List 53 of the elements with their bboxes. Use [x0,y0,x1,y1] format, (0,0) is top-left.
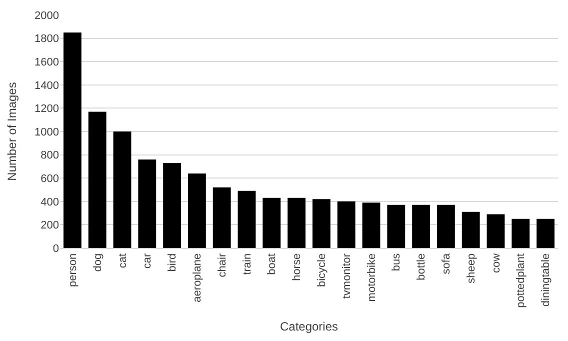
x-tick-label: sofa [440,252,453,274]
bar [337,201,356,248]
bar [486,214,505,248]
bar [262,198,281,248]
x-tick-label: chair [216,253,228,278]
bar [163,162,182,248]
y-tick-label: 600 [40,172,59,185]
x-tick-label: bottle [416,253,428,280]
x-tick-label: tvmonitor [340,253,353,299]
bar [238,190,256,248]
x-tick-label: diningtable [540,253,552,307]
y-axis-title: Number of Images [4,82,19,181]
bar [312,199,330,248]
bar [113,132,132,248]
x-tick-label: bus [390,252,403,272]
x-tick-label: horse [291,253,304,281]
y-tick-label: 200 [40,220,59,232]
bar [138,159,156,248]
bar [536,218,555,248]
x-tick-label: bicycle [316,253,328,288]
bar [63,32,82,248]
bar [188,173,206,248]
bar [412,204,430,248]
x-tick-label: cat [116,253,129,268]
bar [462,212,480,248]
bar [387,204,406,248]
x-axis-title: Categories [280,320,338,334]
bar [212,187,231,248]
bar [288,198,306,248]
x-tick-label: car [142,253,154,269]
bar [362,202,380,248]
bar [512,218,530,248]
y-tick-label: 400 [40,196,59,208]
y-tick-label: 2000 [34,10,59,22]
x-tick-label: boat [266,253,278,275]
x-tick-label: cow [490,253,502,273]
x-tick-label: aeroplane [192,253,204,302]
x-tick-label: sheep [465,253,478,284]
x-tick-label: bird [166,253,179,272]
x-tick-label: person [67,253,80,288]
x-tick-label: dog [92,253,104,272]
bar [436,204,455,248]
y-tick-label: 800 [40,150,59,162]
x-tick-label: train [241,253,254,275]
x-tick-label: motorbike [366,253,378,302]
y-tick-label: 1400 [34,80,59,92]
x-tick-label: pottedplant [515,253,528,308]
y-tick-label: 1000 [34,126,59,138]
y-tick-label: 1600 [34,56,59,68]
bar [88,112,106,248]
y-tick-label: 0 [52,242,59,255]
y-tick-label: 1200 [34,103,59,116]
y-tick-label: 1800 [34,33,59,46]
